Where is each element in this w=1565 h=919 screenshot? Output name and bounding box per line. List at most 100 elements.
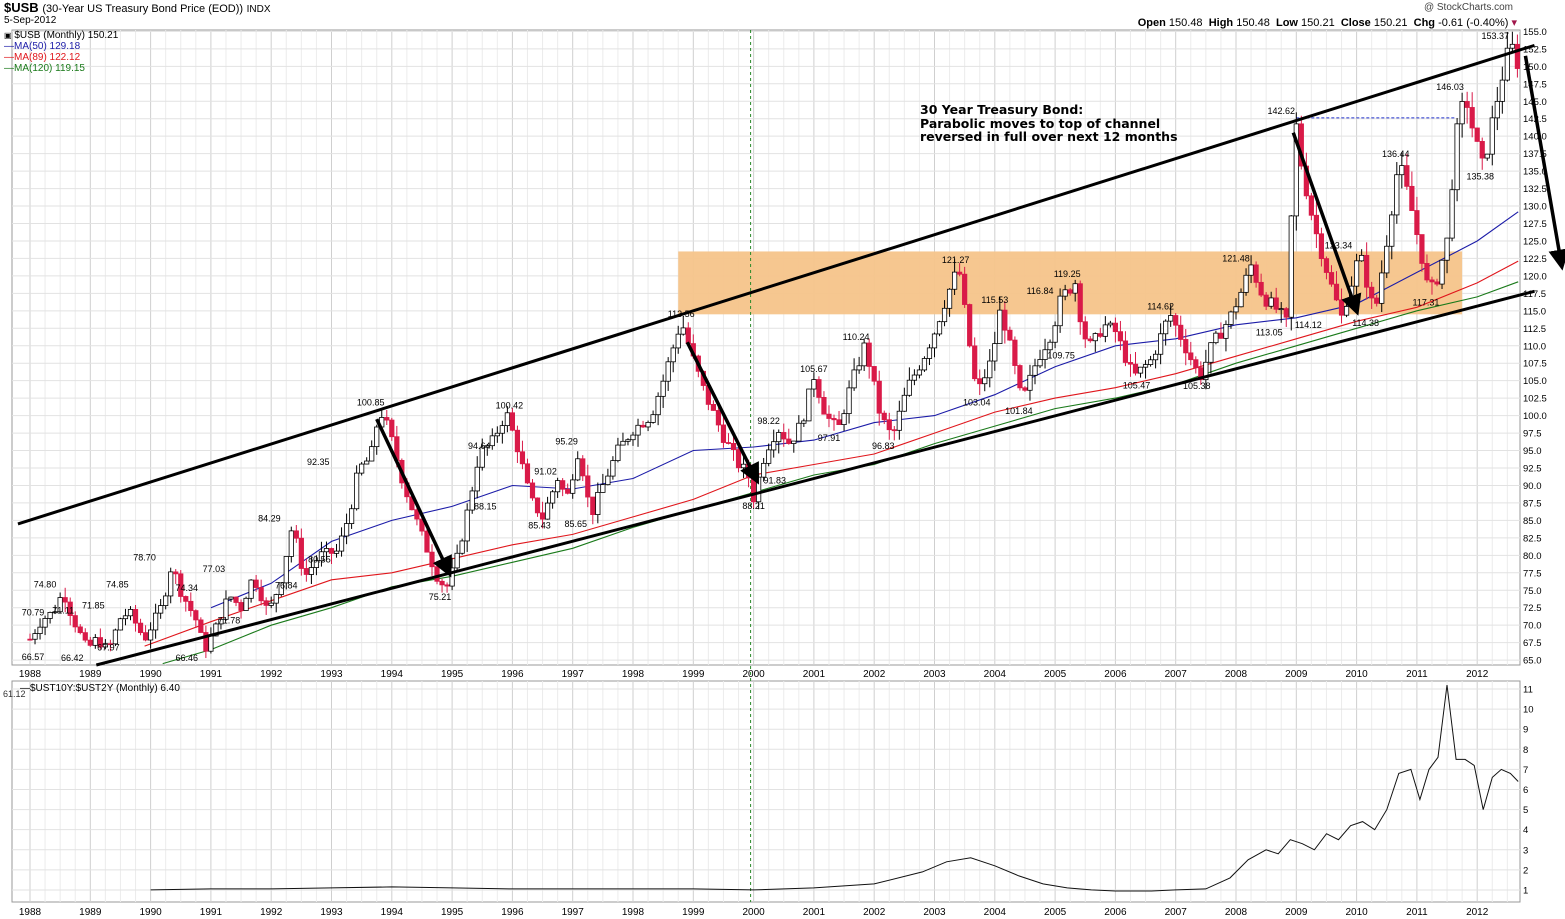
y-tick-label: 7 — [1523, 765, 1528, 776]
candle-body — [1082, 321, 1088, 340]
candle-body — [1308, 195, 1314, 216]
candle-body — [670, 347, 676, 363]
candle-body — [972, 345, 978, 380]
candle-body — [730, 443, 737, 450]
trough-label: 75.21 — [429, 592, 452, 602]
candle-body — [952, 271, 958, 290]
candle-body — [539, 512, 546, 520]
trend-arrow — [375, 418, 452, 578]
x-tick-label: 1996 — [501, 669, 524, 680]
resistance-band-rect — [678, 251, 1463, 315]
x-tick-label: 1995 — [441, 669, 464, 680]
y-tick-label: 80.0 — [1523, 551, 1542, 562]
candle-body — [494, 432, 500, 437]
trough-label: 105.47 — [1123, 380, 1151, 390]
candle-body — [941, 307, 948, 323]
trend-arrow — [685, 341, 759, 485]
peak-label: 70.79 — [22, 608, 45, 618]
low-label: Low — [1275, 17, 1298, 29]
candle-body — [856, 365, 862, 371]
x-tick-label: 2006 — [1104, 669, 1127, 680]
candle-body — [112, 629, 119, 645]
candle-body — [1384, 245, 1390, 274]
candle-body — [37, 626, 43, 634]
candle-body — [926, 347, 933, 359]
candle-body — [107, 643, 113, 646]
candle-body — [635, 424, 641, 436]
x-tick-label: 2010 — [1345, 669, 1368, 680]
candle-body — [82, 632, 88, 641]
peak-label: 153.37 — [1482, 31, 1510, 41]
candle-body — [1183, 339, 1189, 354]
candle-body — [826, 413, 832, 419]
price-labels: 70.79 74.80 71.11 71.85 74.85 78.70 74.34 77.03… — [22, 31, 1509, 663]
trough-label: 80.55 — [308, 554, 331, 564]
x-tick-label: 2009 — [1285, 669, 1308, 680]
peak-label: 71.11 — [52, 605, 74, 615]
trough-label: 66.42 — [61, 653, 84, 663]
candle-body — [1117, 331, 1124, 342]
candle-body — [102, 643, 108, 648]
y-tick-label: 85.0 — [1523, 516, 1542, 527]
y-tick-label: 95.0 — [1523, 446, 1542, 457]
lower-side-label: 61.12 — [3, 689, 26, 699]
candle-body — [183, 596, 189, 602]
y-tick-label: 82.5 — [1523, 533, 1542, 544]
candle-body — [916, 369, 923, 376]
lower-panel-frame — [11, 680, 1521, 903]
candle-body — [816, 379, 822, 398]
candle-body — [479, 446, 485, 468]
candle-body — [233, 596, 239, 603]
x-tick-label: 2011 — [1406, 669, 1428, 680]
candle-body — [158, 605, 164, 614]
peak-label: 92.35 — [307, 457, 330, 467]
trough-label: 117.31 — [1413, 298, 1440, 308]
peak-label: 110.24 — [843, 332, 870, 342]
candle-body — [891, 429, 897, 432]
peak-label: 113.56 — [668, 309, 695, 319]
trend-arrow — [1523, 55, 1565, 271]
candle-body — [921, 358, 928, 371]
peak-label: 100.85 — [357, 398, 385, 408]
candle-body — [1419, 234, 1425, 264]
candle-body — [1444, 237, 1450, 261]
candle-body — [846, 387, 852, 415]
candle-body — [278, 582, 284, 595]
candle-body — [1394, 174, 1400, 216]
candle-body — [1439, 259, 1445, 285]
candle-body — [258, 587, 264, 602]
y-tick-label: 11 — [1523, 685, 1533, 696]
trough-label: 66.57 — [22, 652, 45, 662]
x-tick-label: 1994 — [381, 907, 404, 918]
candle-body — [1404, 165, 1410, 187]
candle-body — [1233, 306, 1239, 313]
x-tick-label: 2008 — [1225, 669, 1248, 680]
spread-line — [150, 684, 1519, 892]
chg-value: -0.61 (-0.40%) — [1438, 17, 1509, 29]
candle-body — [1389, 214, 1395, 247]
candle-body — [1007, 329, 1013, 341]
candle-body — [544, 502, 551, 520]
candle-body — [343, 523, 350, 537]
candle-body — [1328, 272, 1335, 285]
candle-body — [735, 449, 742, 469]
candle-body — [896, 410, 902, 431]
candle-body — [786, 438, 792, 444]
candle-body — [1414, 210, 1420, 235]
annotation-line-3: reversed in full over next 12 months — [920, 129, 1178, 144]
x-tick-label: 1990 — [139, 907, 162, 918]
trough-label: 114.12 — [1295, 320, 1322, 330]
peak-label: 116.84 — [1027, 286, 1054, 296]
y-tick-label: 132.5 — [1523, 184, 1547, 195]
candle-body — [303, 568, 309, 575]
x-tick-label: 2002 — [863, 669, 886, 680]
x-tick-label: 1997 — [562, 669, 585, 680]
candle-body — [87, 639, 93, 646]
candle-body — [384, 417, 390, 421]
candle-body — [439, 580, 445, 586]
candle-body — [117, 618, 124, 631]
candle-body — [52, 611, 58, 614]
candle-body — [1454, 123, 1460, 191]
candle-body — [680, 327, 686, 335]
candle-body — [308, 567, 315, 575]
